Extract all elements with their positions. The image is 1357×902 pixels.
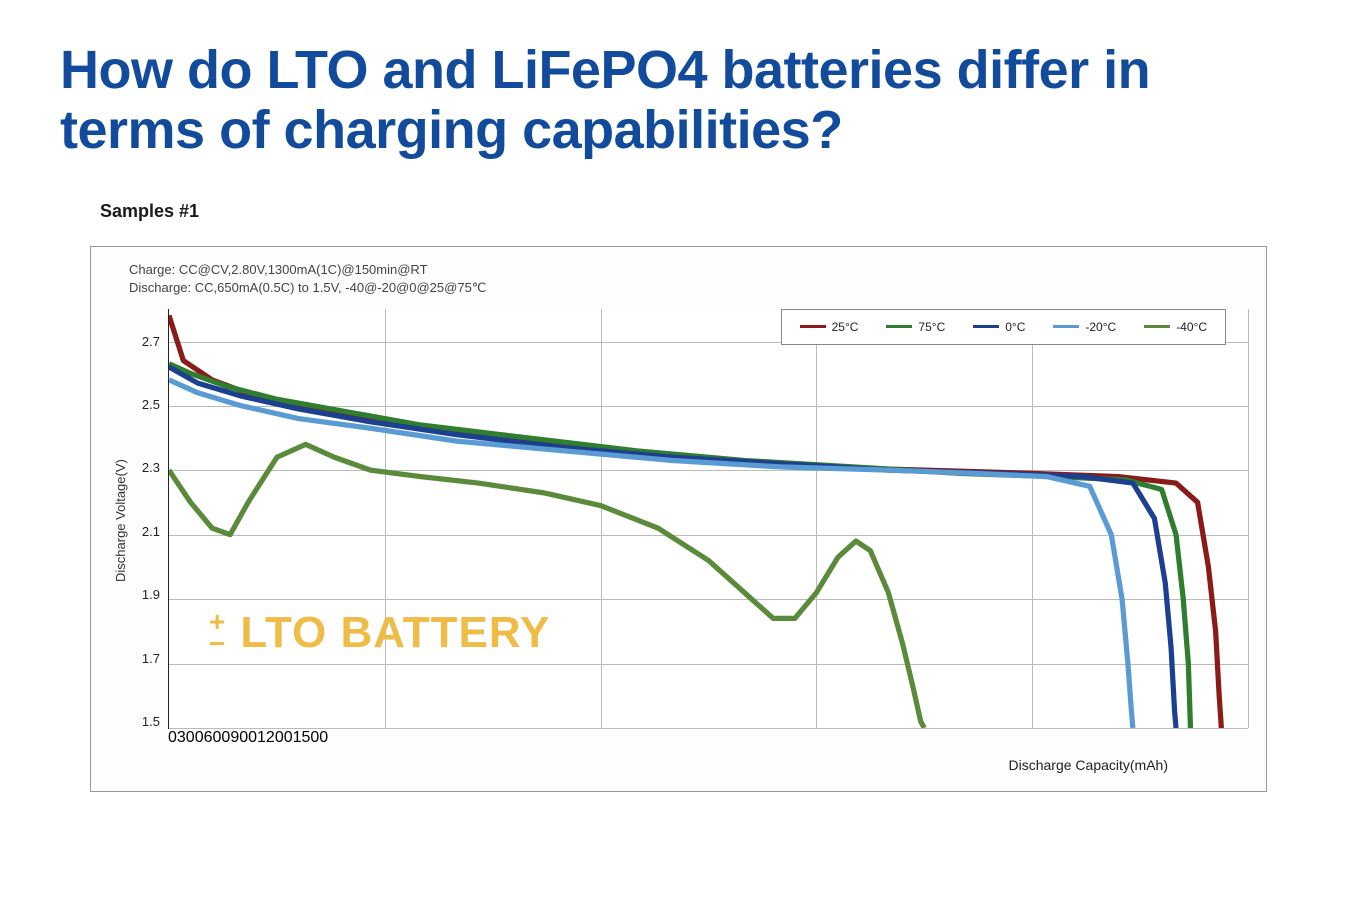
legend-label: 25°C (832, 320, 859, 334)
y-tick-label: 1.5 (132, 714, 160, 729)
legend-item: 75°C (886, 320, 945, 334)
y-tick-label: 1.7 (132, 651, 160, 666)
y-axis-label: Discharge Voltage(V) (109, 269, 132, 773)
series-line (169, 316, 1221, 729)
x-tick-label: 0 (168, 729, 177, 746)
discharge-condition: Discharge: CC,650mA(0.5C) to 1.5V, -40@-… (129, 279, 1248, 297)
x-tick-label: 1200 (257, 729, 293, 746)
legend-label: 75°C (918, 320, 945, 334)
legend-swatch (1144, 325, 1170, 328)
x-axis-ticks: 030060090012001500 (168, 729, 1248, 747)
chart-conditions: Charge: CC@CV,2.80V,1300mA(1C)@150min@RT… (129, 261, 1248, 297)
y-axis-ticks: 2.7 2.5 2.3 2.1 1.9 1.7 1.5 (132, 309, 168, 729)
legend-item: 25°C (800, 320, 859, 334)
legend-item: 0°C (973, 320, 1025, 334)
page-title: How do LTO and LiFePO4 batteries differ … (60, 40, 1297, 161)
x-tick-label: 1500 (293, 729, 329, 746)
chart-legend: 25°C 75°C 0°C -20°C -40°C (781, 309, 1226, 345)
y-tick-label: 2.1 (132, 524, 160, 539)
chart-container: Charge: CC@CV,2.80V,1300mA(1C)@150min@RT… (90, 246, 1267, 792)
y-tick-label: 2.5 (132, 397, 160, 412)
charge-condition: Charge: CC@CV,2.80V,1300mA(1C)@150min@RT (129, 261, 1248, 279)
legend-label: 0°C (1005, 320, 1025, 334)
legend-swatch (973, 325, 999, 328)
chart-lines (169, 309, 1248, 728)
legend-item: -20°C (1053, 320, 1116, 334)
series-line (169, 364, 1190, 728)
x-axis-label: Discharge Capacity(mAh) (168, 757, 1248, 773)
legend-swatch (1053, 325, 1079, 328)
x-tick-label: 600 (204, 729, 231, 746)
legend-label: -40°C (1176, 320, 1207, 334)
legend-item: -40°C (1144, 320, 1207, 334)
legend-swatch (886, 325, 912, 328)
series-line (169, 445, 924, 729)
y-tick-label: 2.7 (132, 334, 160, 349)
legend-swatch (800, 325, 826, 328)
x-tick-label: 300 (177, 729, 204, 746)
legend-label: -20°C (1085, 320, 1116, 334)
gridline-vertical (1248, 309, 1249, 728)
series-line (169, 380, 1133, 728)
x-tick-label: 900 (230, 729, 257, 746)
y-tick-label: 2.3 (132, 460, 160, 475)
y-tick-label: 1.9 (132, 587, 160, 602)
samples-label: Samples #1 (100, 201, 1297, 222)
chart-plot-area: +− LTO BATTERY (168, 309, 1248, 729)
